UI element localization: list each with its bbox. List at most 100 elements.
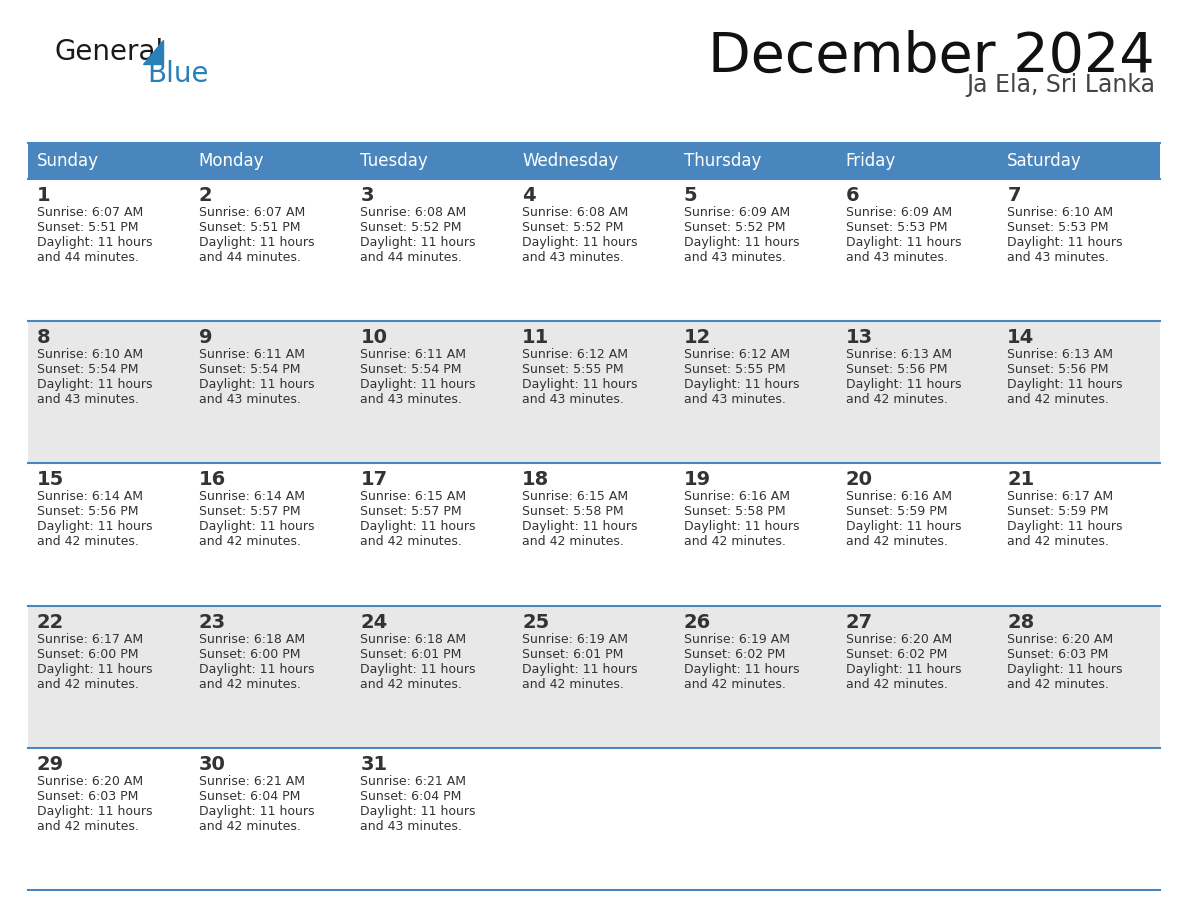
Text: Daylight: 11 hours: Daylight: 11 hours	[1007, 663, 1123, 676]
Text: Sunset: 5:58 PM: Sunset: 5:58 PM	[684, 506, 785, 519]
Bar	[29, 143, 1159, 179]
Text: Sunrise: 6:14 AM: Sunrise: 6:14 AM	[37, 490, 143, 503]
Text: and 43 minutes.: and 43 minutes.	[1007, 251, 1110, 264]
Text: Monday: Monday	[198, 152, 264, 170]
Text: Sunset: 6:01 PM: Sunset: 6:01 PM	[360, 647, 462, 661]
Text: and 42 minutes.: and 42 minutes.	[846, 393, 948, 406]
Text: Sunrise: 6:08 AM: Sunrise: 6:08 AM	[523, 206, 628, 219]
Text: Sunrise: 6:16 AM: Sunrise: 6:16 AM	[846, 490, 952, 503]
Text: 26: 26	[684, 612, 712, 632]
Text: Sunrise: 6:12 AM: Sunrise: 6:12 AM	[684, 348, 790, 361]
Text: 10: 10	[360, 329, 387, 347]
Text: Sunrise: 6:18 AM: Sunrise: 6:18 AM	[198, 633, 305, 645]
Text: Sunset: 5:56 PM: Sunset: 5:56 PM	[1007, 364, 1108, 376]
Text: Sunrise: 6:15 AM: Sunrise: 6:15 AM	[360, 490, 467, 503]
Text: Sunset: 5:57 PM: Sunset: 5:57 PM	[360, 506, 462, 519]
Text: Daylight: 11 hours: Daylight: 11 hours	[846, 663, 961, 676]
Text: Ja Ela, Sri Lanka: Ja Ela, Sri Lanka	[966, 73, 1155, 97]
Text: Sunset: 5:57 PM: Sunset: 5:57 PM	[198, 506, 301, 519]
Text: 3: 3	[360, 186, 374, 205]
Text: Daylight: 11 hours: Daylight: 11 hours	[37, 805, 152, 818]
Bar	[29, 748, 1159, 890]
Text: 22: 22	[37, 612, 64, 632]
Text: Sunset: 5:53 PM: Sunset: 5:53 PM	[1007, 221, 1108, 234]
Text: 6: 6	[846, 186, 859, 205]
Text: Daylight: 11 hours: Daylight: 11 hours	[360, 236, 476, 249]
Text: 1: 1	[37, 186, 51, 205]
Text: Sunset: 6:02 PM: Sunset: 6:02 PM	[684, 647, 785, 661]
Text: Sunset: 6:01 PM: Sunset: 6:01 PM	[523, 647, 624, 661]
Text: Daylight: 11 hours: Daylight: 11 hours	[846, 378, 961, 391]
Text: 24: 24	[360, 612, 387, 632]
Text: Sunset: 5:59 PM: Sunset: 5:59 PM	[846, 506, 947, 519]
Text: Sunday: Sunday	[37, 152, 99, 170]
Text: Sunrise: 6:16 AM: Sunrise: 6:16 AM	[684, 490, 790, 503]
Text: Sunrise: 6:20 AM: Sunrise: 6:20 AM	[1007, 633, 1113, 645]
Text: and 42 minutes.: and 42 minutes.	[1007, 535, 1110, 548]
Text: Sunrise: 6:08 AM: Sunrise: 6:08 AM	[360, 206, 467, 219]
Text: Sunrise: 6:21 AM: Sunrise: 6:21 AM	[360, 775, 467, 788]
Text: 11: 11	[523, 329, 549, 347]
Text: and 42 minutes.: and 42 minutes.	[523, 535, 624, 548]
Text: Daylight: 11 hours: Daylight: 11 hours	[523, 663, 638, 676]
Text: Daylight: 11 hours: Daylight: 11 hours	[37, 378, 152, 391]
Text: Wednesday: Wednesday	[523, 152, 619, 170]
Text: 20: 20	[846, 470, 872, 489]
Text: Sunrise: 6:13 AM: Sunrise: 6:13 AM	[846, 348, 952, 361]
Text: and 42 minutes.: and 42 minutes.	[684, 535, 785, 548]
Text: 7: 7	[1007, 186, 1020, 205]
Text: Sunset: 5:55 PM: Sunset: 5:55 PM	[523, 364, 624, 376]
Text: and 42 minutes.: and 42 minutes.	[198, 535, 301, 548]
Text: Daylight: 11 hours: Daylight: 11 hours	[1007, 378, 1123, 391]
Text: and 44 minutes.: and 44 minutes.	[37, 251, 139, 264]
Text: Sunrise: 6:18 AM: Sunrise: 6:18 AM	[360, 633, 467, 645]
Text: and 43 minutes.: and 43 minutes.	[846, 251, 948, 264]
Text: and 42 minutes.: and 42 minutes.	[846, 535, 948, 548]
Text: Sunrise: 6:19 AM: Sunrise: 6:19 AM	[523, 633, 628, 645]
Text: Daylight: 11 hours: Daylight: 11 hours	[846, 521, 961, 533]
Text: Sunset: 5:53 PM: Sunset: 5:53 PM	[846, 221, 947, 234]
Text: and 42 minutes.: and 42 minutes.	[523, 677, 624, 690]
Text: Saturday: Saturday	[1007, 152, 1082, 170]
Text: Daylight: 11 hours: Daylight: 11 hours	[198, 663, 314, 676]
Text: Daylight: 11 hours: Daylight: 11 hours	[846, 236, 961, 249]
Text: Sunset: 5:54 PM: Sunset: 5:54 PM	[360, 364, 462, 376]
Text: Sunset: 6:04 PM: Sunset: 6:04 PM	[198, 789, 301, 803]
Text: Daylight: 11 hours: Daylight: 11 hours	[198, 521, 314, 533]
Text: and 43 minutes.: and 43 minutes.	[684, 251, 785, 264]
Text: Sunrise: 6:07 AM: Sunrise: 6:07 AM	[37, 206, 144, 219]
Text: General: General	[55, 38, 164, 66]
Text: Friday: Friday	[846, 152, 896, 170]
Text: and 43 minutes.: and 43 minutes.	[360, 393, 462, 406]
Text: Daylight: 11 hours: Daylight: 11 hours	[198, 236, 314, 249]
Text: Sunrise: 6:09 AM: Sunrise: 6:09 AM	[684, 206, 790, 219]
Text: 4: 4	[523, 186, 536, 205]
Text: Sunrise: 6:12 AM: Sunrise: 6:12 AM	[523, 348, 628, 361]
Text: Sunrise: 6:10 AM: Sunrise: 6:10 AM	[1007, 206, 1113, 219]
Text: Daylight: 11 hours: Daylight: 11 hours	[523, 236, 638, 249]
Bar	[29, 606, 1159, 748]
Text: Blue: Blue	[147, 60, 209, 88]
Text: 23: 23	[198, 612, 226, 632]
Text: Daylight: 11 hours: Daylight: 11 hours	[37, 663, 152, 676]
Text: 21: 21	[1007, 470, 1035, 489]
Text: Sunset: 5:55 PM: Sunset: 5:55 PM	[684, 364, 785, 376]
Text: and 42 minutes.: and 42 minutes.	[198, 820, 301, 833]
Text: Sunset: 6:00 PM: Sunset: 6:00 PM	[37, 647, 139, 661]
Text: Daylight: 11 hours: Daylight: 11 hours	[360, 378, 476, 391]
Text: Sunset: 5:52 PM: Sunset: 5:52 PM	[684, 221, 785, 234]
Text: Thursday: Thursday	[684, 152, 762, 170]
Text: Sunset: 6:03 PM: Sunset: 6:03 PM	[37, 789, 138, 803]
Text: 31: 31	[360, 755, 387, 774]
Text: Daylight: 11 hours: Daylight: 11 hours	[360, 805, 476, 818]
Text: Daylight: 11 hours: Daylight: 11 hours	[37, 521, 152, 533]
Text: Daylight: 11 hours: Daylight: 11 hours	[198, 805, 314, 818]
Text: Sunrise: 6:20 AM: Sunrise: 6:20 AM	[846, 633, 952, 645]
Text: and 42 minutes.: and 42 minutes.	[1007, 677, 1110, 690]
Text: Sunset: 5:54 PM: Sunset: 5:54 PM	[37, 364, 139, 376]
Text: 9: 9	[198, 329, 213, 347]
Text: and 42 minutes.: and 42 minutes.	[684, 677, 785, 690]
Text: 16: 16	[198, 470, 226, 489]
Bar	[29, 179, 1159, 321]
Text: 17: 17	[360, 470, 387, 489]
